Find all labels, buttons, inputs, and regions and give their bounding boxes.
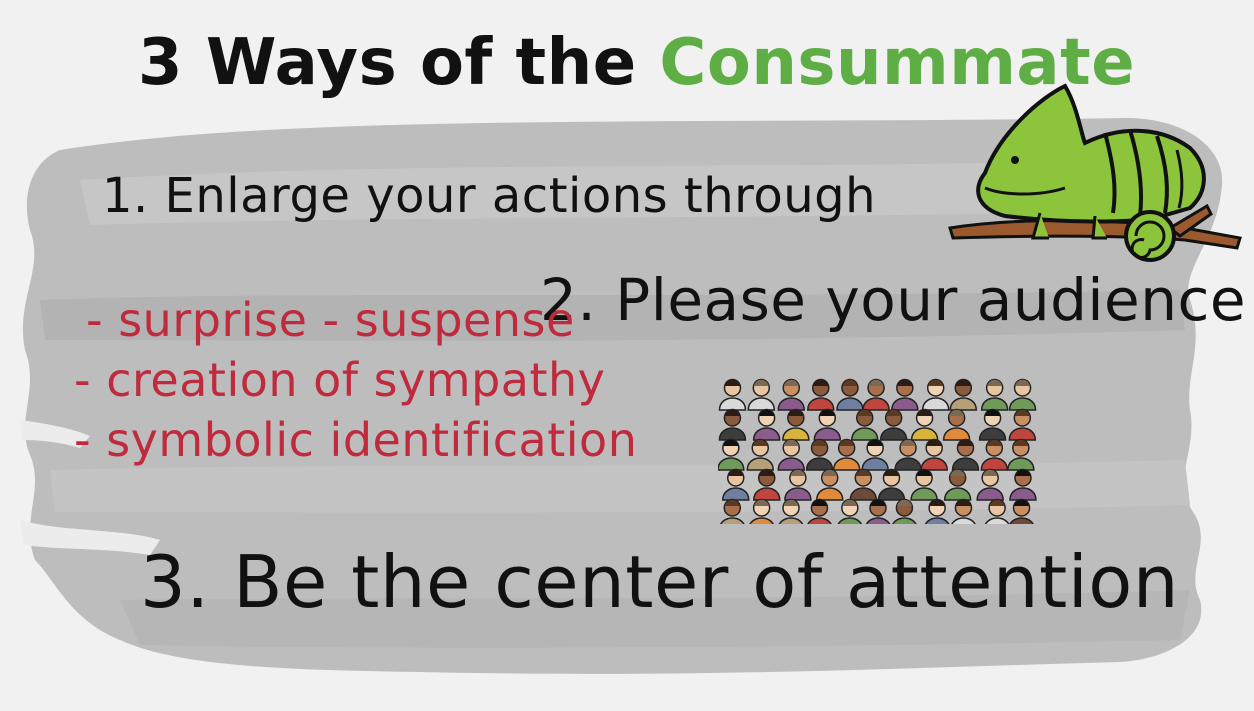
crowd-person (862, 378, 890, 411)
crowd-person (1009, 498, 1034, 524)
crowd-person (891, 378, 919, 411)
chameleon-icon (948, 83, 1242, 262)
crowd-person (984, 498, 1010, 524)
crowd-person (778, 498, 804, 524)
crowd-person (1008, 408, 1037, 441)
page-title: 3 Ways of the Consummate (138, 26, 1135, 100)
title-prefix: 3 Ways of the (138, 26, 637, 100)
crowd-person (747, 378, 776, 411)
crowd-person (976, 468, 1004, 501)
crowd-person (815, 468, 844, 501)
sub-item-symbolic-identification: - symbolic identification (74, 413, 638, 467)
crowd-person (718, 378, 747, 411)
crowd-person (807, 378, 835, 411)
crowd-person (980, 378, 1009, 411)
crowd-person (978, 408, 1007, 441)
crowd-person (836, 378, 864, 411)
crowd-person (1008, 378, 1037, 411)
crowd-person (850, 408, 879, 441)
point-one: 1. Enlarge your actions through (102, 168, 877, 224)
crowd-person (877, 468, 906, 501)
crowd-person (943, 468, 972, 501)
crowd-person (951, 498, 976, 524)
crowd-person (720, 498, 745, 524)
title-accent-word: Consummate (659, 26, 1136, 100)
crowd-person (879, 408, 908, 441)
crowd-person (910, 408, 939, 441)
crowd-person (784, 468, 812, 501)
crowd-person (924, 498, 950, 524)
crowd-person (910, 468, 938, 501)
crowd-person (718, 438, 745, 471)
crowd-person (805, 438, 834, 471)
crowd-person (849, 468, 878, 501)
crowd-person (920, 438, 948, 471)
crowd-person (782, 408, 810, 441)
point-three: 3. Be the center of attention (140, 540, 1179, 624)
sub-item-creation-of-sympathy: - creation of sympathy (74, 353, 606, 407)
sub-item-surprise-suspense: - surprise - suspense (86, 293, 575, 347)
crowd-person (1007, 438, 1035, 471)
crowd-person (951, 438, 980, 471)
crowd-person (746, 438, 774, 471)
crowd-person (752, 468, 781, 501)
crowd-person (892, 498, 917, 524)
crowd-person (749, 498, 774, 524)
crowd-icon (718, 378, 1037, 524)
crowd-person (837, 498, 863, 524)
crowd-person (813, 408, 842, 441)
crowd-person (777, 378, 806, 411)
crowd-person (777, 438, 805, 471)
crowd-person (894, 438, 922, 471)
crowd-person (1009, 468, 1037, 501)
crowd-person (861, 438, 889, 471)
crowd-person (718, 408, 747, 441)
crowd-person (721, 468, 750, 501)
crowd-person (832, 438, 861, 471)
crowd-person (980, 438, 1009, 471)
crowd-person (752, 408, 781, 441)
point-two: 2. Please your audience (540, 266, 1247, 334)
crowd-person (807, 498, 832, 524)
crowd-person (865, 498, 891, 524)
crowd-person (949, 378, 978, 411)
crowd-person (921, 378, 950, 411)
crowd-person (942, 408, 971, 441)
